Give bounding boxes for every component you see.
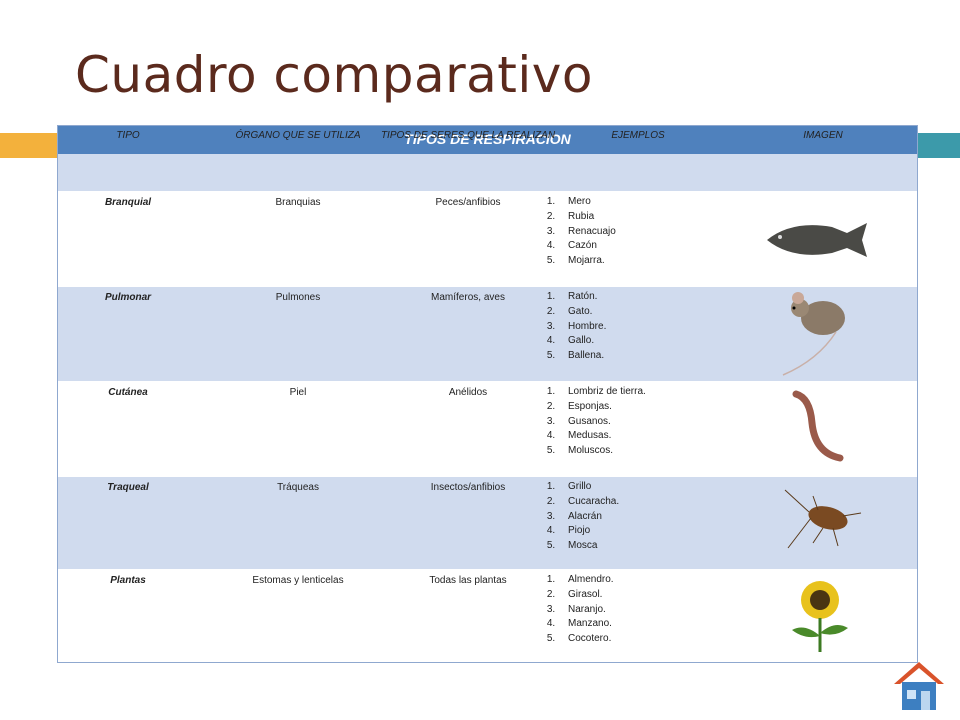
home-button[interactable] (890, 658, 948, 713)
example-item: Almendro. (558, 573, 614, 588)
example-item: Alacrán (558, 510, 619, 525)
accent-bar (0, 133, 57, 158)
column-header: IMAGEN (803, 130, 843, 141)
example-item: Cazón (558, 239, 616, 254)
example-item: Lombriz de tierra. (558, 385, 646, 400)
beings-cell: Anélidos (448, 387, 488, 398)
example-item: Mosca (558, 539, 619, 554)
example-item: Rubia (558, 210, 616, 225)
examples-list: Almendro.Girasol.Naranjo.Manzano.Cocoter… (528, 573, 614, 647)
example-item: Gallo. (558, 334, 606, 349)
type-cell: Traqueal (107, 482, 149, 493)
example-item: Hombre. (558, 320, 606, 335)
organ-cell: Estomas y lenticelas (252, 575, 344, 586)
type-cell: Branquial (104, 197, 152, 208)
organ-cell: Piel (289, 387, 307, 398)
example-item: Renacuajo (558, 225, 616, 240)
column-header: EJEMPLOS (611, 130, 665, 141)
example-item: Esponjas. (558, 400, 646, 415)
example-item: Ratón. (558, 290, 606, 305)
column-header: TIPO (116, 130, 140, 141)
cockroach-image (784, 489, 862, 549)
table-row: Cutánea Piel Anélidos Lombriz de tierra.Esp… (58, 381, 917, 476)
example-item: Gato. (558, 305, 606, 320)
table-row: Pulmonar Pulmones Mamíferos, aves Ratón.Gat… (58, 286, 917, 381)
beings-cell: Peces/anfibios (435, 197, 501, 208)
table-caption: TIPOS DE RESPIRACION (58, 126, 917, 154)
header-row: TIPO ÓRGANO QUE SE UTILIZA TIPOS DE SERES … (58, 130, 917, 191)
column-header: ÓRGANO QUE SE UTILIZA (235, 130, 361, 141)
example-item: Manzano. (558, 617, 614, 632)
type-cell: Plantas (110, 575, 146, 586)
accent-bar (918, 133, 960, 158)
examples-list: MeroRubiaRenacuajoCazónMojarra. (528, 195, 616, 269)
sunflower-image (792, 581, 848, 652)
mouse-image (782, 292, 845, 376)
example-item: Girasol. (558, 588, 614, 603)
example-item: Naranjo. (558, 603, 614, 618)
example-item: Ballena. (558, 349, 606, 364)
beings-cell: Todas las plantas (429, 575, 507, 586)
organ-cell: Tráqueas (277, 482, 319, 493)
fish-image (767, 223, 867, 257)
table: TIPOS DE RESPIRACION TIPO ÓRGANO QUE SE U… (57, 125, 918, 663)
slide-title: Cuadro comparativo (75, 46, 593, 104)
table-row: Traqueal Tráqueas Insectos/anfibios GrilloC… (58, 476, 917, 569)
example-item: Grillo (558, 480, 619, 495)
example-item: Cucaracha. (558, 495, 619, 510)
examples-list: Ratón.Gato.Hombre.Gallo.Ballena. (528, 290, 606, 364)
example-item: Moluscos. (558, 444, 646, 459)
organ-cell: Branquias (275, 197, 321, 208)
examples-list: Lombriz de tierra.Esponjas.Gusanos.Medus… (528, 385, 646, 459)
example-item: Piojo (558, 524, 619, 539)
example-item: Gusanos. (558, 415, 646, 430)
example-item: Mero (558, 195, 616, 210)
column-header: TIPOS DE SERES QUE LA REALIZAN (380, 130, 556, 141)
type-cell: Cutánea (108, 387, 148, 398)
beings-cell: Insectos/anfibios (430, 482, 506, 493)
organ-cell: Pulmones (275, 292, 321, 303)
beings-cell: Mamíferos, aves (431, 292, 505, 303)
examples-list: GrilloCucaracha.AlacránPiojoMosca (528, 480, 619, 554)
example-item: Medusas. (558, 429, 646, 444)
table-row: Plantas Estomas y lenticelas Todas las pla… (58, 569, 917, 662)
type-cell: Pulmonar (104, 292, 152, 303)
example-item: Cocotero. (558, 632, 614, 647)
example-item: Mojarra. (558, 254, 616, 269)
worm-image (792, 390, 844, 462)
